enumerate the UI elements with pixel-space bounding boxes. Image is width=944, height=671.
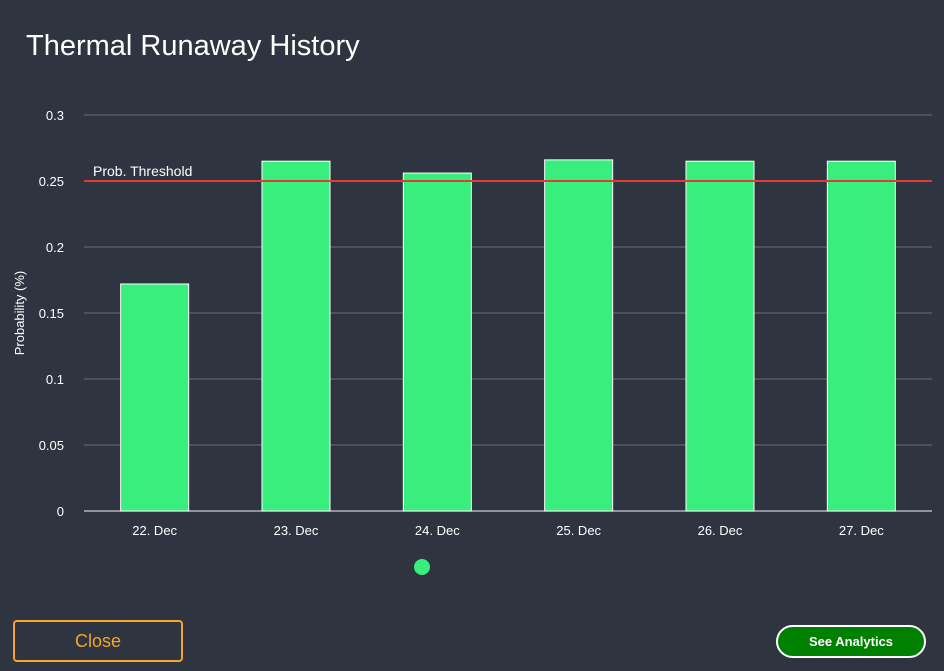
chart-title: Thermal Runaway History [26,30,360,62]
legend-marker[interactable] [414,559,430,575]
bar[interactable] [685,160,755,512]
bar-chart: Prob. Threshold 22. Dec 23. Dec 24. Dec 25.… [12,108,932,575]
bar[interactable] [402,172,472,512]
x-tick-label: 26. Dec [698,523,743,538]
y-tick-label: 0.1 [46,372,64,387]
y-tick-label: 0.15 [39,306,64,321]
x-tick-label: 27. Dec [839,523,884,538]
bar[interactable] [544,159,614,512]
bar[interactable] [826,160,896,512]
y-tick-label: 0.05 [39,438,64,453]
x-tick-label: 25. Dec [556,523,601,538]
close-button[interactable]: Close [13,620,183,662]
y-tick-label: 0.25 [39,174,64,189]
x-tick-label: 22. Dec [132,523,177,538]
y-tick-label: 0 [57,504,64,519]
bar[interactable] [261,160,331,512]
threshold-label: Prob. Threshold [93,163,192,179]
x-tick-label: 23. Dec [274,523,319,538]
bar[interactable] [120,283,190,512]
y-axis-title: Probability (%) [12,271,27,356]
see-analytics-button[interactable]: See Analytics [776,625,926,658]
y-tick-label: 0.3 [46,108,64,123]
x-tick-label: 24. Dec [415,523,460,538]
y-tick-label: 0.2 [46,240,64,255]
